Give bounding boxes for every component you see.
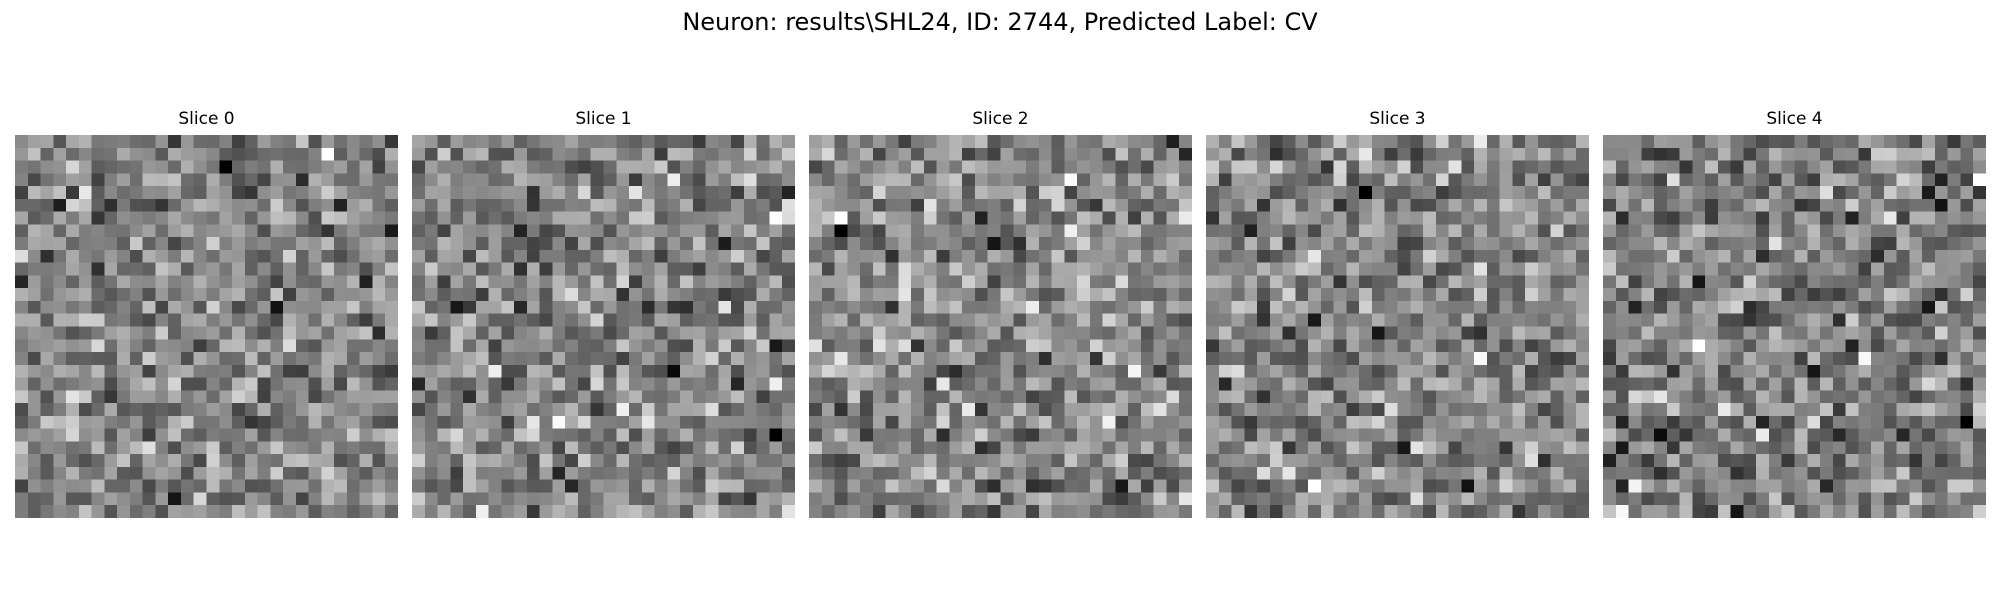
slice-image-3 xyxy=(1206,135,1589,518)
slice-title: Slice 1 xyxy=(575,109,632,129)
figure-title: Neuron: results\SHL24, ID: 2744, Predict… xyxy=(682,8,1318,36)
slice-image-4 xyxy=(1603,135,1986,518)
slice-panel-3: Slice 3 xyxy=(1206,108,1589,518)
slice-panel-2: Slice 2 xyxy=(809,108,1192,518)
slice-title: Slice 3 xyxy=(1369,109,1426,129)
slice-image-2 xyxy=(809,135,1192,518)
slice-image-0 xyxy=(15,135,398,518)
slice-panel-1: Slice 1 xyxy=(412,108,795,518)
slice-panel-4: Slice 4 xyxy=(1603,108,1986,518)
slice-title: Slice 2 xyxy=(972,109,1029,129)
slice-panel-0: Slice 0 xyxy=(15,108,398,518)
slice-title: Slice 4 xyxy=(1766,109,1823,129)
slice-title: Slice 0 xyxy=(178,109,235,129)
slice-image-1 xyxy=(412,135,795,518)
